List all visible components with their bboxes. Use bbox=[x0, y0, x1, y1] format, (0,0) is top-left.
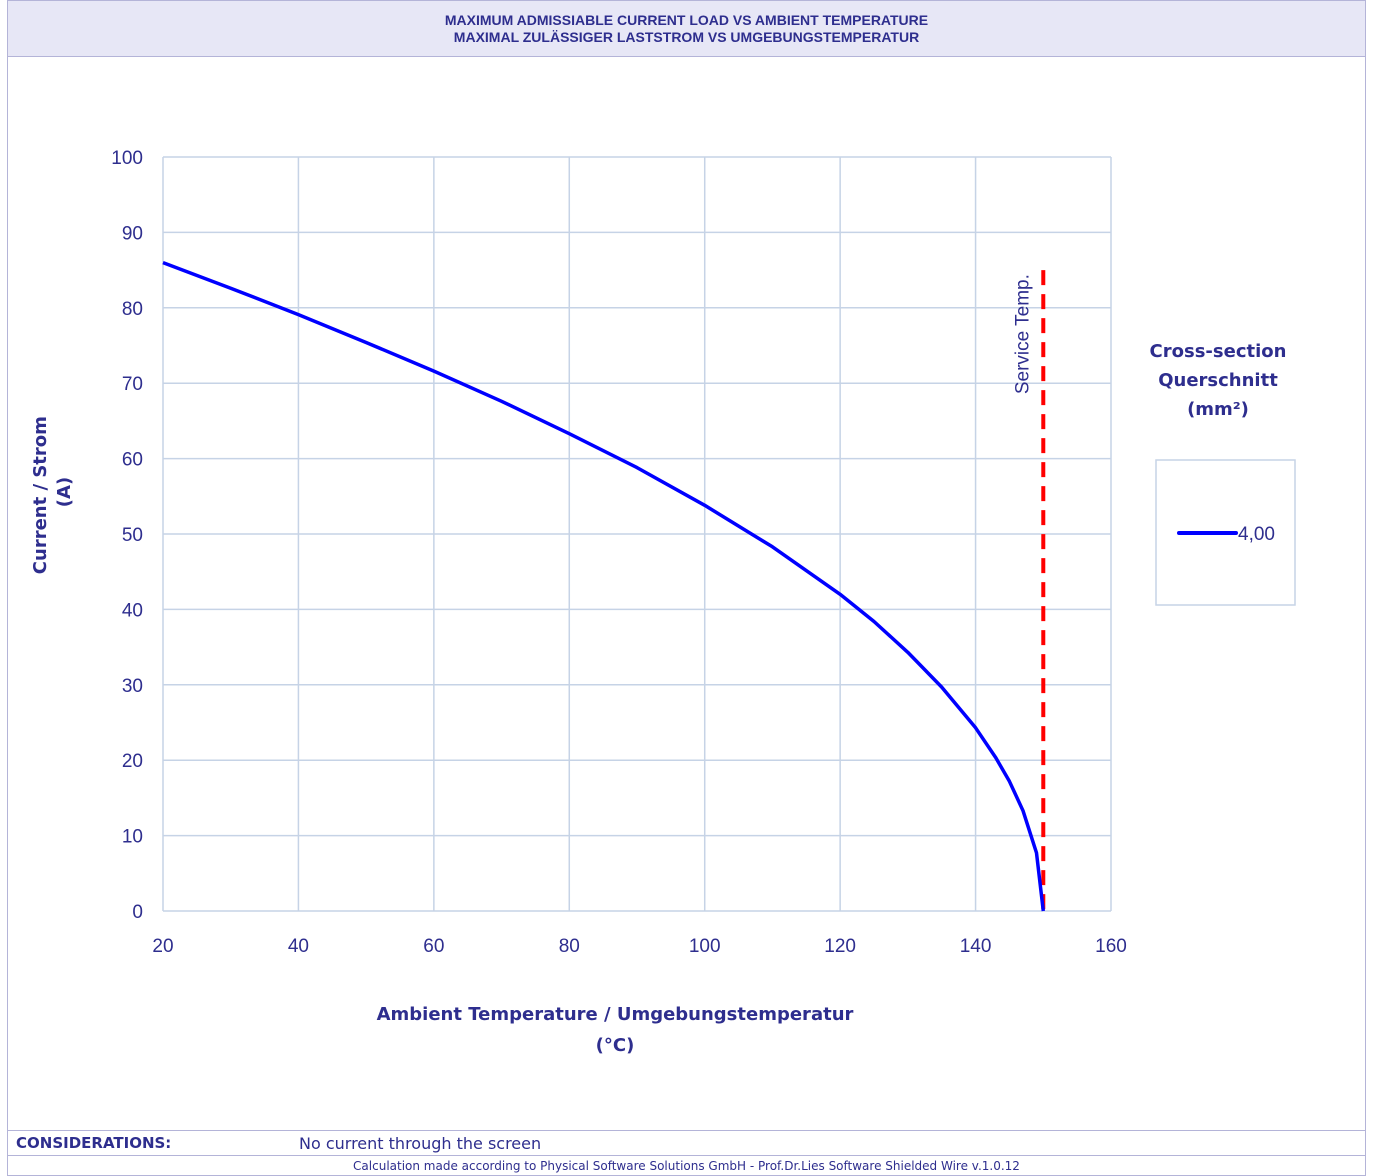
x-tick-label: 80 bbox=[559, 936, 580, 957]
legend-title-line: (mm²) bbox=[1187, 399, 1249, 420]
y-tick-label: 0 bbox=[132, 902, 143, 923]
y-tick-label: 50 bbox=[122, 525, 143, 546]
y-tick-label: 70 bbox=[122, 374, 143, 395]
chart-title-bar: MAXIMUM ADMISSIABLE CURRENT LOAD VS AMBI… bbox=[7, 0, 1366, 57]
y-tick-label: 100 bbox=[111, 148, 143, 169]
x-axis-ticks: 20 40 60 80 100 120 140 160 bbox=[152, 936, 1126, 957]
y-tick-label: 80 bbox=[122, 299, 143, 320]
y-axis-unit: (A) bbox=[54, 477, 75, 507]
legend-title-line: Cross-section bbox=[1150, 341, 1287, 362]
x-axis-label: Ambient Temperature / Umgebungstemperatu… bbox=[377, 1004, 854, 1025]
chart-annotations: Service Temp. bbox=[1012, 270, 1046, 911]
credit-row: Calculation made according to Physical S… bbox=[7, 1155, 1366, 1176]
considerations-text: No current through the screen bbox=[299, 1134, 542, 1153]
x-tick-label: 60 bbox=[423, 936, 444, 957]
x-tick-label: 120 bbox=[824, 936, 856, 957]
chart-grid bbox=[162, 156, 1112, 912]
credit-text: Calculation made according to Physical S… bbox=[353, 1159, 1020, 1173]
y-tick-label: 10 bbox=[122, 827, 143, 848]
chart-title-english: MAXIMUM ADMISSIABLE CURRENT LOAD VS AMBI… bbox=[444, 11, 929, 28]
service-temp-label: Service Temp. bbox=[1012, 274, 1033, 394]
y-tick-label: 60 bbox=[122, 450, 143, 471]
x-tick-label: 100 bbox=[689, 936, 721, 957]
x-axis-unit: (°C) bbox=[596, 1035, 635, 1056]
y-tick-label: 20 bbox=[122, 751, 143, 772]
legend-series-label: 4,00 bbox=[1238, 524, 1275, 545]
chart-title-german: MAXIMAL ZULÄSSIGER LASTSTROM VS UMGEBUNG… bbox=[453, 28, 920, 45]
y-axis-label: Current / Strom bbox=[30, 416, 51, 574]
x-tick-label: 160 bbox=[1095, 936, 1127, 957]
y-tick-label: 90 bbox=[122, 223, 143, 244]
y-axis-title: Current / Strom (A) bbox=[30, 410, 75, 574]
report-frame bbox=[7, 0, 1366, 1176]
x-tick-label: 140 bbox=[960, 936, 992, 957]
chart-series bbox=[162, 260, 1046, 912]
considerations-label: CONSIDERATIONS: bbox=[16, 1134, 172, 1152]
series-line-4,00 bbox=[162, 260, 1046, 912]
legend-title-line: Querschnitt bbox=[1158, 370, 1278, 391]
y-tick-label: 40 bbox=[122, 600, 143, 621]
legend: Cross-section Querschnitt (mm²) 4,00 bbox=[1150, 341, 1296, 606]
x-tick-label: 40 bbox=[288, 936, 309, 957]
x-tick-label: 20 bbox=[152, 936, 173, 957]
current-vs-temperature-chart: 0 10 20 30 40 50 60 70 80 90 100 20 40 60 80 100 120 140… bbox=[30, 148, 1296, 1056]
y-axis-ticks: 0 10 20 30 40 50 60 70 80 90 100 bbox=[111, 148, 143, 923]
y-tick-label: 30 bbox=[122, 676, 143, 697]
considerations-row: CONSIDERATIONS: No current through the s… bbox=[7, 1130, 1366, 1155]
